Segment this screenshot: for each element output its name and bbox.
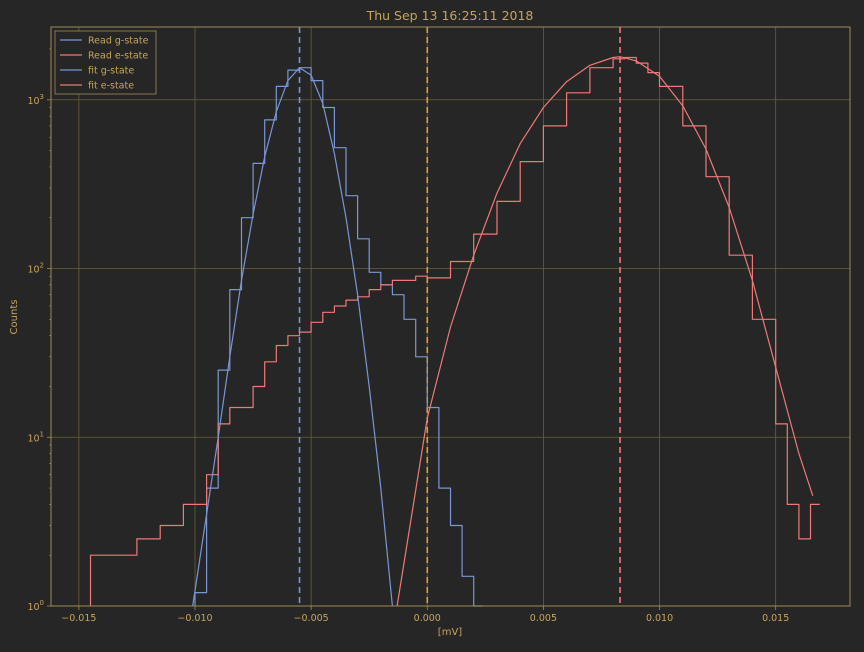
legend-label: fit g-state [88, 66, 134, 77]
y-tick-exponent: 0 [40, 599, 44, 607]
x-tick-label: −0.015 [61, 613, 96, 624]
legend-box [54, 30, 157, 95]
y-tick-label: 102 [27, 262, 44, 276]
grid [51, 27, 850, 607]
y-tick-exponent: 1 [40, 430, 44, 438]
y-tick-base: 10 [27, 265, 39, 276]
y-tick-label: 100 [27, 599, 44, 613]
chart-title: Thu Sep 13 16:25:11 2018 [366, 8, 534, 23]
x-tick-label: 0.005 [530, 613, 557, 624]
legend-label: Read g-state [88, 36, 149, 47]
series-line [192, 67, 393, 607]
x-axis-label: [mV] [438, 627, 462, 638]
y-axis-label: Counts [9, 300, 20, 335]
x-tick-label: 0.015 [762, 613, 789, 624]
y-tick-base: 10 [27, 433, 39, 444]
y-tick-label: 101 [27, 430, 44, 444]
x-ticks: −0.015 −0.010 −0.005 0.000 0.005 0.010 0.015 [61, 606, 789, 624]
x-tick-label: −0.005 [294, 613, 329, 624]
series-line [194, 67, 483, 607]
legend-label: fit e-state [88, 81, 134, 92]
series-line [396, 56, 814, 607]
x-tick-label: −0.010 [177, 613, 212, 624]
y-tick-label: 103 [27, 93, 44, 107]
y-tick-base: 10 [27, 96, 39, 107]
series-line [89, 56, 820, 606]
y-tick-base: 10 [27, 602, 39, 613]
x-tick-label: 0.000 [414, 613, 441, 624]
y-tick-exponent: 3 [40, 93, 44, 101]
legend: Read g-state Read e-state fit g-state fit e… [54, 30, 157, 95]
legend-label: Read e-state [88, 51, 148, 62]
y-tick-exponent: 2 [40, 262, 44, 270]
x-tick-label: 0.010 [646, 613, 673, 624]
plot-frame [50, 26, 851, 607]
series [89, 56, 820, 607]
vertical-lines [298, 27, 621, 606]
